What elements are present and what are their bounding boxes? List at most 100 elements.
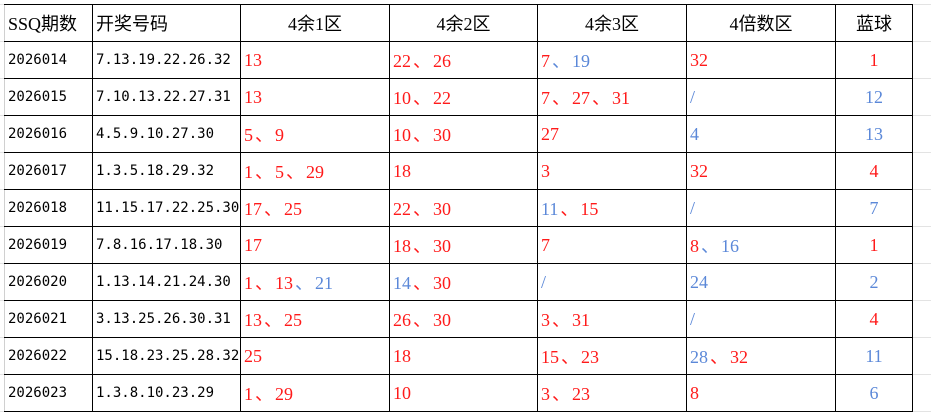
header-zone-mod0[interactable]: 4倍数区 [686,4,836,42]
period-cell[interactable]: 2026018 [4,189,93,227]
zone-cell-z0[interactable]: 32 [686,152,836,190]
zone-number: 11 [541,199,559,219]
zone-number: 29 [275,384,293,404]
lottery-zone-table: SSQ期数 开奖号码 4余1区 4余2区 4余3区 4倍数区 蓝球 202601… [4,4,913,412]
zone-cell-z3[interactable]: 7、 19 [537,41,687,79]
zone-cell-z1[interactable]: 1、 13、 21 [240,263,390,301]
period-cell[interactable]: 2026014 [4,41,93,79]
blue-ball-cell[interactable]: 13 [835,115,913,153]
zone-cell-z2[interactable]: 14、 30 [389,263,538,301]
winning-numbers-cell[interactable]: 7.8.16.17.18.30 [92,226,241,264]
zone-number: 31 [612,88,630,108]
winning-numbers-cell[interactable]: 11.15.17.22.25.30 [92,189,241,227]
zone-number: 32 [690,160,708,181]
zone-cell-z1[interactable]: 1、 5、 29 [240,152,390,190]
blue-ball-cell[interactable]: 11 [835,337,913,375]
zone-cell-z3[interactable]: 7、 27、 31 [537,78,687,116]
zone-number: 30 [433,273,451,293]
zone-cell-z1[interactable]: 13 [240,78,390,116]
blue-ball-cell[interactable]: 7 [835,189,913,227]
period-cell[interactable]: 2026020 [4,263,93,301]
period-cell[interactable]: 2026015 [4,78,93,116]
zone-cell-z0[interactable]: 28、 32 [686,337,836,375]
blue-ball-cell[interactable]: 1 [835,41,913,79]
zone-cell-z3[interactable]: 11、 15 [537,189,687,227]
winning-numbers-cell[interactable]: 4.5.9.10.27.30 [92,115,241,153]
winning-numbers-cell[interactable]: 7.13.19.22.26.32 [92,41,241,79]
separator: 、 [552,88,570,108]
period-cell[interactable]: 2026017 [4,152,93,190]
zone-cell-z2[interactable]: 10、 30 [389,115,538,153]
header-zone-mod3[interactable]: 4余3区 [537,4,687,42]
winning-numbers-cell[interactable]: 1.3.5.18.29.32 [92,152,241,190]
zone-cell-z2[interactable]: 26、 30 [389,300,538,338]
zone-cell-z0[interactable]: 8、 16 [686,226,836,264]
blue-ball-cell[interactable]: 2 [835,263,913,301]
header-row: SSQ期数 开奖号码 4余1区 4余2区 4余3区 4倍数区 蓝球 [4,4,913,42]
zone-number: 13 [244,310,262,330]
header-numbers[interactable]: 开奖号码 [92,4,241,42]
zone-cell-z0[interactable]: / [686,300,836,338]
zone-cell-z3[interactable]: 27 [537,115,687,153]
zone-number: 3 [541,160,550,181]
period-cell[interactable]: 2026016 [4,115,93,153]
winning-numbers-cell[interactable]: 1.13.14.21.24.30 [92,263,241,301]
separator: 、 [560,199,579,219]
zone-number: 17 [244,199,262,219]
winning-numbers-cell[interactable]: 3.13.25.26.30.31 [92,300,241,338]
zone-number: 30 [433,310,451,330]
zone-cell-z0[interactable]: 4 [686,115,836,153]
zone-cell-z1[interactable]: 25 [240,337,390,375]
zone-cell-z3[interactable]: 3、 31 [537,300,687,338]
zone-cell-z3[interactable]: 15、 23 [537,337,687,375]
header-zone-mod1[interactable]: 4余1区 [240,4,390,42]
zone-cell-z0[interactable]: 32 [686,41,836,79]
zone-cell-z3[interactable]: 3 [537,152,687,190]
winning-numbers-cell[interactable]: 1.3.8.10.23.29 [92,374,241,412]
zone-cell-z2[interactable]: 18 [389,337,538,375]
zone-cell-z2[interactable]: 10、 22 [389,78,538,116]
zone-cell-z0[interactable]: 8 [686,374,836,412]
zone-number: 26 [393,310,411,330]
blue-ball-cell[interactable]: 12 [835,78,913,116]
winning-numbers-cell[interactable]: 15.18.23.25.28.32 [92,337,241,375]
zone-cell-z1[interactable]: 17、 25 [240,189,390,227]
zone-number: 18 [393,236,411,256]
zone-cell-z1[interactable]: 13、 25 [240,300,390,338]
zone-cell-z2[interactable]: 22、 30 [389,189,538,227]
zone-cell-z1[interactable]: 1、 29 [240,374,390,412]
period-cell[interactable]: 2026022 [4,337,93,375]
zone-cell-z0[interactable]: 24 [686,263,836,301]
zone-cell-z2[interactable]: 18 [389,152,538,190]
zone-cell-z0[interactable]: / [686,78,836,116]
zone-cell-z3[interactable]: 3、 23 [537,374,687,412]
blue-ball-cell[interactable]: 1 [835,226,913,264]
zone-cell-z1[interactable]: 13 [240,41,390,79]
zone-cell-z1[interactable]: 5、 9 [240,115,390,153]
header-blue-ball[interactable]: 蓝球 [835,4,913,42]
period-cell[interactable]: 2026023 [4,374,93,412]
zone-cell-z1[interactable]: 17 [240,226,390,264]
blue-ball-cell[interactable]: 4 [835,152,913,190]
zone-number: 28 [690,347,708,367]
zone-number: 30 [433,125,451,145]
zone-cell-z2[interactable]: 22、 26 [389,41,538,79]
table-row: 2026015 7.10.13.22.27.31 13 10、 22 7、 27、 31/12 [4,78,913,116]
separator: 、 [592,88,610,108]
header-zone-mod2[interactable]: 4余2区 [389,4,538,42]
zone-number: 14 [393,273,411,293]
zone-number: 13 [275,273,293,293]
zone-cell-z3[interactable]: 7 [537,226,687,264]
blue-ball-cell[interactable]: 6 [835,374,913,412]
zone-cell-z3[interactable]: / [537,263,687,301]
zone-cell-z2[interactable]: 18、 30 [389,226,538,264]
winning-numbers-cell[interactable]: 7.10.13.22.27.31 [92,78,241,116]
blue-ball-cell[interactable]: 4 [835,300,913,338]
separator: 、 [552,310,570,330]
period-cell[interactable]: 2026021 [4,300,93,338]
zone-cell-z0[interactable]: / [686,189,836,227]
separator: 、 [255,125,273,145]
header-period[interactable]: SSQ期数 [4,4,93,42]
zone-cell-z2[interactable]: 10 [389,374,538,412]
period-cell[interactable]: 2026019 [4,226,93,264]
